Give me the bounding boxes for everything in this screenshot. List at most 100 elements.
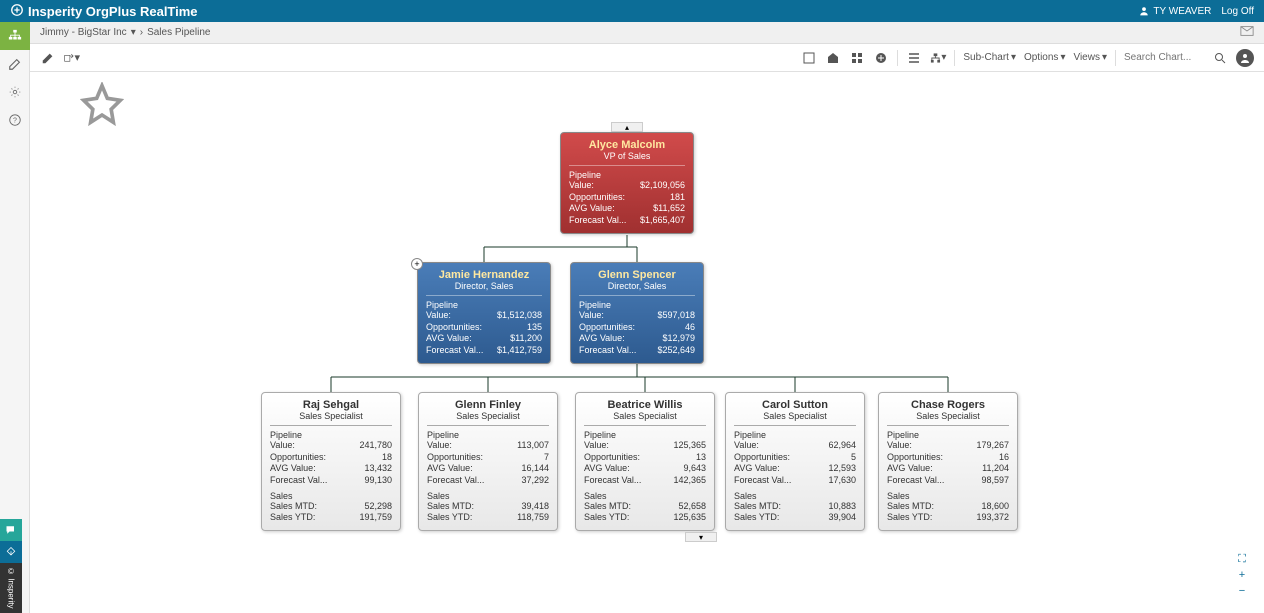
zoom-in-icon[interactable]: + bbox=[1235, 568, 1249, 582]
node-row: AVG Value:$12,979 bbox=[579, 333, 695, 345]
hierarchy-icon[interactable]: ▾ bbox=[930, 50, 946, 66]
node-section: Pipeline bbox=[569, 170, 685, 180]
node-name: Chase Rogers bbox=[887, 399, 1009, 411]
node-row: AVG Value:$11,652 bbox=[569, 203, 685, 215]
sidebar-bottom: © Insperity bbox=[0, 519, 22, 613]
node-row: Opportunities:46 bbox=[579, 322, 695, 334]
info-button[interactable] bbox=[0, 541, 22, 563]
node-section: Sales bbox=[270, 491, 392, 501]
org-node[interactable]: Glenn SpencerDirector, SalesPipelineValu… bbox=[570, 262, 704, 364]
org-node[interactable]: Glenn FinleySales Specialist PipelineValu… bbox=[418, 392, 558, 531]
star-icon[interactable] bbox=[80, 82, 124, 126]
node-row: AVG Value:$11,200 bbox=[426, 333, 542, 345]
node-row: Forecast Val...37,292 bbox=[427, 475, 549, 487]
export-icon[interactable]: ▾ bbox=[64, 50, 80, 66]
chart-canvas[interactable]: Alyce MalcolmVP of SalesPipelineValue:$2… bbox=[30, 72, 1264, 613]
sidebar-item-chart[interactable] bbox=[0, 22, 30, 50]
node-row: Forecast Val...98,597 bbox=[887, 475, 1009, 487]
node-row: Forecast Val...99,130 bbox=[270, 475, 392, 487]
node-row: AVG Value:16,144 bbox=[427, 463, 549, 475]
sidebar-item-edit[interactable] bbox=[0, 50, 30, 78]
node-name: Alyce Malcolm bbox=[569, 139, 685, 151]
node-row: Forecast Val...$1,412,759 bbox=[426, 345, 542, 357]
node-row: Value:$1,512,038 bbox=[426, 310, 542, 322]
breadcrumb-page[interactable]: Sales Pipeline bbox=[147, 27, 210, 38]
svg-text:?: ? bbox=[13, 118, 17, 125]
org-node[interactable]: Jamie HernandezDirector, SalesPipelineVa… bbox=[417, 262, 551, 364]
sidebar-item-settings[interactable] bbox=[0, 78, 30, 106]
search-input[interactable] bbox=[1124, 52, 1204, 63]
collapse-up-icon[interactable]: ▴ bbox=[611, 122, 643, 132]
org-node[interactable]: Raj SehgalSales SpecialistPipelineValue:… bbox=[261, 392, 401, 531]
node-section: Pipeline bbox=[579, 300, 695, 310]
node-row: Value:62,964 bbox=[734, 440, 856, 452]
node-title: Sales Specialist bbox=[734, 411, 856, 426]
node-row: Opportunities:7 bbox=[427, 452, 549, 464]
node-row: Sales YTD:118,759 bbox=[427, 512, 549, 524]
node-row: Value:113,007 bbox=[427, 440, 549, 452]
sidebar-item-help[interactable]: ? bbox=[0, 106, 30, 134]
chevron-down-icon[interactable]: ▾ bbox=[131, 27, 136, 38]
user-icon bbox=[1139, 6, 1149, 16]
list-icon[interactable] bbox=[906, 50, 922, 66]
user-menu[interactable]: TY WEAVER bbox=[1139, 6, 1211, 17]
mail-icon[interactable] bbox=[1240, 25, 1254, 40]
node-row: AVG Value:12,593 bbox=[734, 463, 856, 475]
node-row: Opportunities:13 bbox=[584, 452, 706, 464]
node-section: Pipeline bbox=[270, 430, 392, 440]
collapse-down-icon[interactable]: ▾ bbox=[685, 532, 717, 542]
node-title: Sales Specialist bbox=[427, 411, 549, 426]
node-row: Value:125,365 bbox=[584, 440, 706, 452]
node-row: Value:241,780 bbox=[270, 440, 392, 452]
node-name: Jamie Hernandez bbox=[426, 269, 542, 281]
brand-title: Insperity OrgPlus RealTime bbox=[28, 4, 198, 19]
user-name: TY WEAVER bbox=[1153, 6, 1211, 17]
zoom-out-icon[interactable]: − bbox=[1235, 584, 1249, 598]
node-section: Sales bbox=[584, 491, 706, 501]
add-icon[interactable] bbox=[873, 50, 889, 66]
node-title: Sales Specialist bbox=[270, 411, 392, 426]
org-node[interactable]: Alyce MalcolmVP of SalesPipelineValue:$2… bbox=[560, 132, 694, 234]
node-row: AVG Value:9,643 bbox=[584, 463, 706, 475]
node-row: Sales MTD:10,883 bbox=[734, 501, 856, 513]
org-node[interactable]: Chase RogersSales Specialist PipelineValu… bbox=[878, 392, 1018, 531]
search-icon[interactable] bbox=[1212, 50, 1228, 66]
copyright-label: © Insperity bbox=[0, 563, 22, 613]
breadcrumb-org[interactable]: Jimmy - BigStar Inc bbox=[40, 27, 127, 38]
node-section: Pipeline bbox=[427, 430, 549, 440]
box-icon[interactable] bbox=[801, 50, 817, 66]
feedback-button[interactable] bbox=[0, 519, 22, 541]
zoom-controls: ⛶ + − bbox=[1235, 552, 1249, 598]
node-row: Sales YTD:191,759 bbox=[270, 512, 392, 524]
subchart-dropdown[interactable]: Sub-Chart▾ bbox=[963, 52, 1016, 63]
node-row: AVG Value:13,432 bbox=[270, 463, 392, 475]
options-dropdown[interactable]: Options▾ bbox=[1024, 52, 1066, 63]
node-section: Pipeline bbox=[887, 430, 1009, 440]
node-name: Glenn Finley bbox=[427, 399, 549, 411]
toolbar: ▾ ▾ Sub-Chart▾ Options▾ Views▾ bbox=[30, 44, 1264, 72]
node-row: AVG Value:11,204 bbox=[887, 463, 1009, 475]
logoff-link[interactable]: Log Off bbox=[1221, 6, 1254, 17]
node-section: Pipeline bbox=[734, 430, 856, 440]
org-node[interactable]: Carol SuttonSales SpecialistPipelineValu… bbox=[725, 392, 865, 531]
grid-icon[interactable] bbox=[849, 50, 865, 66]
node-title: Sales Specialist bbox=[584, 411, 706, 426]
expand-icon[interactable]: + bbox=[411, 258, 423, 270]
separator bbox=[1115, 50, 1116, 66]
node-row: Sales MTD:18,600 bbox=[887, 501, 1009, 513]
org-node[interactable]: Beatrice WillisSales SpecialistPipelineV… bbox=[575, 392, 715, 531]
node-row: Value:179,267 bbox=[887, 440, 1009, 452]
node-section: Pipeline bbox=[426, 300, 542, 310]
node-row: Opportunities:181 bbox=[569, 192, 685, 204]
node-title: VP of Sales bbox=[569, 151, 685, 166]
node-row: Sales MTD:52,658 bbox=[584, 501, 706, 513]
fullscreen-icon[interactable]: ⛶ bbox=[1235, 552, 1249, 566]
views-dropdown[interactable]: Views▾ bbox=[1073, 52, 1107, 63]
node-title: Sales Specialist bbox=[887, 411, 1009, 426]
node-row: Opportunities:135 bbox=[426, 322, 542, 334]
avatar[interactable] bbox=[1236, 49, 1254, 67]
app-header: Insperity OrgPlus RealTime TY WEAVER Log… bbox=[0, 0, 1264, 22]
home-icon[interactable] bbox=[825, 50, 841, 66]
pencil-icon[interactable] bbox=[40, 50, 56, 66]
node-section: Sales bbox=[427, 491, 549, 501]
